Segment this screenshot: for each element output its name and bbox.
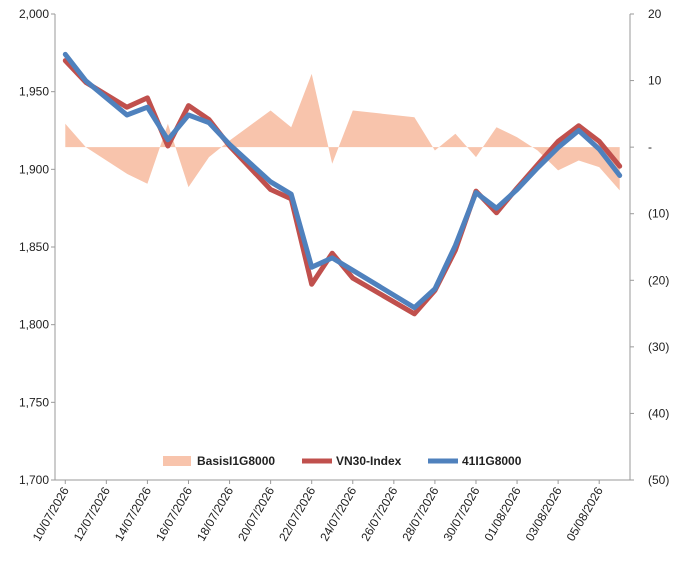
series-line-vn30-index (62, 58, 623, 317)
legend-label-vn30-index: VN30-Index (336, 454, 402, 468)
x-axis-tick-label: 28/07/2026 (399, 484, 441, 543)
x-axis-tick-label: 12/07/2026 (71, 484, 113, 543)
left-axis-tick-label: 1,750 (19, 395, 49, 409)
right-axis-tick-label: 20 (648, 7, 662, 21)
left-axis-tick-label: 1,950 (19, 85, 49, 99)
area-layer (65, 73, 620, 191)
x-axis-tick-label: 05/08/2026 (564, 484, 606, 543)
axes-layer (54, 14, 631, 481)
x-axis-tick-label: 26/07/2026 (358, 484, 400, 543)
right-axis-tick-label: - (648, 140, 652, 154)
right-axis-tick-label: 10 (648, 74, 662, 88)
x-axis-tick-label: 18/07/2026 (194, 484, 236, 543)
left-axis-tick-label: 1,850 (19, 240, 49, 254)
left-axis-tick-label: 1,800 (19, 318, 49, 332)
x-axis-tick-label: 24/07/2026 (317, 484, 359, 543)
x-axis-tick-label: 01/08/2026 (481, 484, 523, 543)
left-axis-tick-label: 1,700 (19, 473, 49, 487)
left-axis-tick-label: 2,000 (19, 7, 49, 21)
right-axis-tick-label: (20) (648, 273, 669, 287)
series-area-basisi1g8000 (65, 73, 620, 191)
x-axis-tick-label: 03/08/2026 (523, 484, 565, 543)
legend-label-basisi1g8000: BasisI1G8000 (197, 454, 275, 468)
legend: BasisI1G8000 VN30-Index 41I1G8000 (163, 454, 522, 468)
x-axis-tick-label: 20/07/2026 (235, 484, 277, 543)
legend-swatch-basisi1g8000 (163, 456, 191, 466)
series-line-41i1g8000 (62, 51, 623, 311)
legend-label-41i1g8000: 41I1G8000 (462, 454, 522, 468)
right-axis-tick-label: (10) (648, 207, 669, 221)
x-axis-tick-label: 30/07/2026 (440, 484, 482, 543)
x-axis-tick-label: 22/07/2026 (276, 484, 318, 543)
lines-layer (62, 51, 623, 317)
right-axis-tick-label: (50) (648, 473, 669, 487)
right-axis-tick-label: (30) (648, 340, 669, 354)
x-axis-tick-label: 16/07/2026 (153, 484, 195, 543)
left-axis-tick-label: 1,900 (19, 162, 49, 176)
x-axis-tick-label: 10/07/2026 (30, 484, 72, 543)
right-axis-tick-label: (40) (648, 406, 669, 420)
x-axis-tick-label: 14/07/2026 (112, 484, 154, 543)
